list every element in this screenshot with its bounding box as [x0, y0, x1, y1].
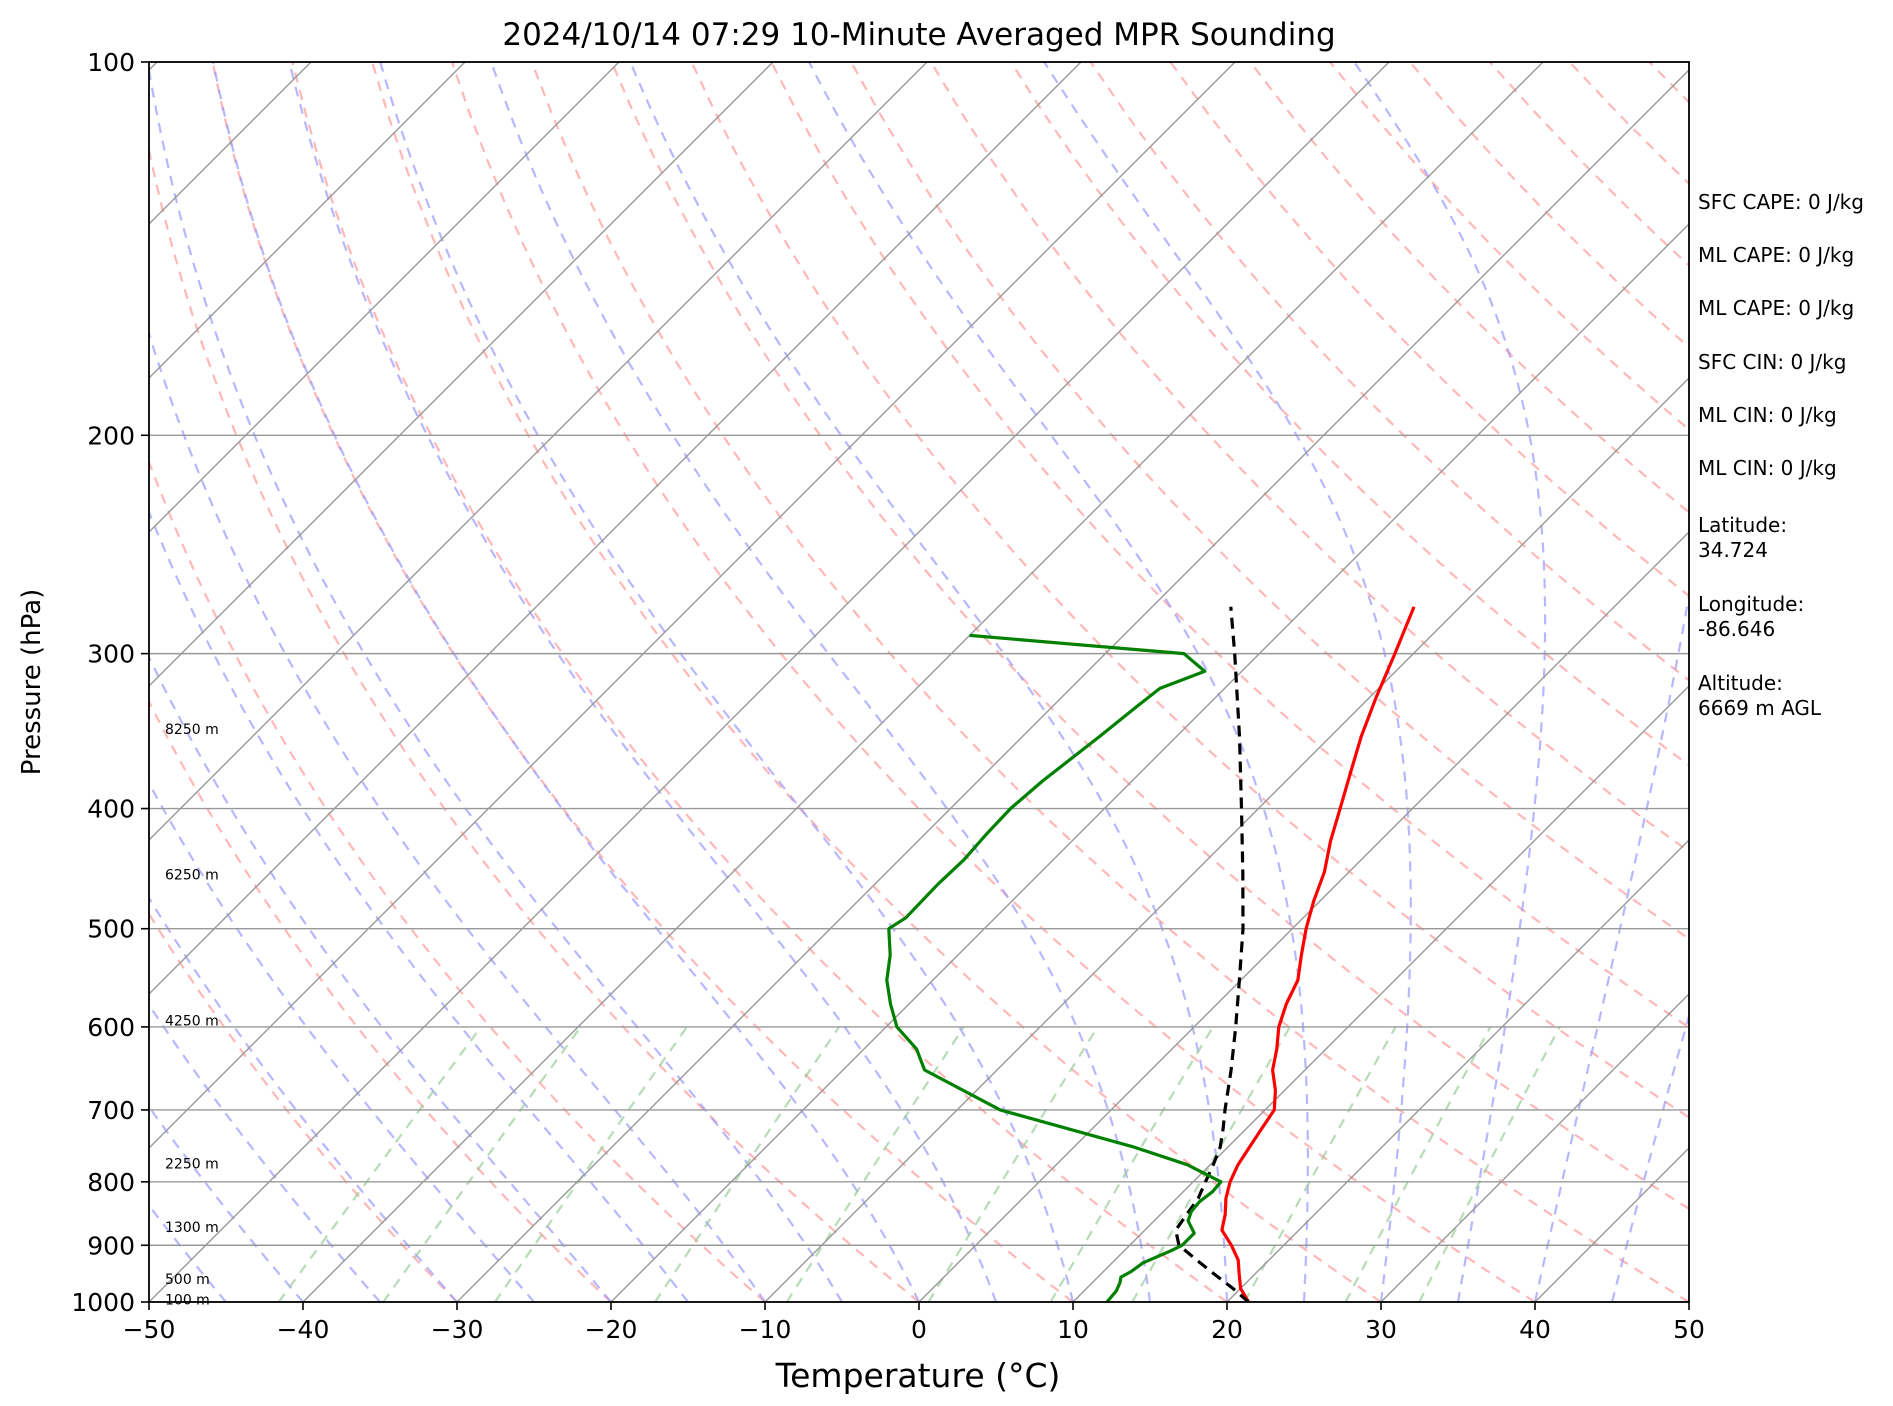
- x-tick-label: 30: [1365, 1315, 1397, 1344]
- height-label: 2250 m: [165, 1156, 219, 1172]
- dry-adiabat: [149, 911, 458, 1302]
- annotation-text: Longitude: -86.646: [1698, 592, 1805, 641]
- dry-adiabat: [610, 62, 1689, 1211]
- annotation-text: Latitude: 34.724: [1698, 513, 1788, 562]
- annotation-text: ML CIN: 0 J/kg: [1698, 403, 1837, 427]
- x-tick-label: 20: [1211, 1315, 1243, 1344]
- moist-adiabat: [149, 1105, 304, 1302]
- dry-adiabat: [530, 62, 1689, 1302]
- isotherm: [149, 62, 1082, 995]
- mixing-ratio-line: [927, 1026, 1099, 1302]
- dry-adiabat: [850, 62, 1689, 941]
- y-tick-label: 800: [87, 1168, 135, 1197]
- y-axis-label: Pressure (hPa): [17, 589, 47, 776]
- y-tick-label: 500: [87, 915, 135, 944]
- y-tick-label: 400: [87, 795, 135, 824]
- moist-adiabat: [149, 654, 612, 1302]
- moist-adiabat: [288, 62, 998, 1302]
- height-label: 4250 m: [165, 1014, 219, 1030]
- moist-adiabat: [1533, 589, 1689, 1302]
- series-line-2: [885, 633, 1223, 1302]
- moist-adiabat: [1353, 62, 1547, 1302]
- annotation-text: SFC CIN: 0 J/kg: [1698, 350, 1847, 374]
- background-lines: [149, 62, 1689, 1302]
- annotation-text: Altitude: 6669 m AGL: [1698, 671, 1822, 720]
- dry-adiabat: [371, 62, 1382, 1302]
- moist-adiabat: [379, 62, 1075, 1302]
- moist-adiabat: [212, 62, 920, 1302]
- dry-adiabat: [1089, 62, 1689, 682]
- y-tick-label: 700: [87, 1096, 135, 1125]
- x-tick-label: 10: [1057, 1315, 1089, 1344]
- mixing-ratio-line: [1131, 1026, 1291, 1302]
- y-tick-label: 900: [87, 1231, 135, 1260]
- annotation-text: ML CAPE: 0 J/kg: [1698, 243, 1855, 267]
- isotherm: [918, 531, 1689, 1302]
- moist-adiabat: [149, 63, 843, 1302]
- dry-adiabat: [450, 62, 1536, 1302]
- height-label: 6250 m: [165, 867, 219, 883]
- x-tick-label: 0: [911, 1315, 927, 1344]
- moist-adiabat: [1610, 1012, 1689, 1302]
- moist-adiabat: [149, 509, 689, 1302]
- dry-adiabat: [211, 62, 1074, 1302]
- height-label: 1300 m: [165, 1220, 219, 1236]
- annotation-text: SFC CAPE: 0 J/kg: [1698, 190, 1864, 214]
- height-label: 100 m: [165, 1292, 210, 1308]
- isotherm: [1072, 685, 1689, 1302]
- x-tick-label: 40: [1519, 1315, 1551, 1344]
- x-tick-label: −50: [123, 1315, 176, 1344]
- moist-adiabat: [149, 781, 535, 1302]
- dry-adiabat: [149, 458, 766, 1302]
- moist-adiabat: [629, 62, 1229, 1302]
- y-tick-label: 200: [87, 421, 135, 450]
- moist-adiabat: [149, 1203, 227, 1302]
- x-tick-label: −40: [277, 1315, 330, 1344]
- annotation-text: ML CIN: 0 J/kg: [1698, 456, 1837, 480]
- sounding-traces: [885, 606, 1416, 1302]
- axes: −50 −40 −30 −20 −10 0 10 20 30 40 50 100 200 300 400 50…: [71, 48, 1705, 1344]
- x-tick-label: −20: [585, 1315, 638, 1344]
- dry-adiabat: [770, 62, 1689, 1029]
- dry-adiabat: [690, 62, 1689, 1119]
- isotherm: [610, 223, 1689, 1302]
- x-tick-label: −30: [431, 1315, 484, 1344]
- mixing-ratio-line: [1049, 1026, 1214, 1302]
- y-tick-label: 300: [87, 640, 135, 669]
- isotherm: [1226, 839, 1689, 1302]
- isotherm: [149, 62, 466, 379]
- series-line-1: [1174, 606, 1250, 1302]
- y-tick-label: 1000: [71, 1288, 135, 1317]
- height-label: 500 m: [165, 1272, 210, 1288]
- chart-title: 2024/10/14 07:29 10-Minute Averaged MPR …: [502, 17, 1335, 53]
- isotherm: [456, 69, 1689, 1302]
- moist-adiabat: [149, 1003, 381, 1302]
- isotherm: [149, 62, 1236, 1149]
- dry-adiabat: [149, 144, 920, 1302]
- isotherm: [1380, 993, 1689, 1302]
- moist-adiabat: [149, 329, 766, 1302]
- mixing-ratio-line: [785, 1026, 965, 1302]
- isotherm: [149, 62, 774, 687]
- x-tick-label: 50: [1673, 1315, 1705, 1344]
- moist-adiabat: [808, 62, 1310, 1302]
- isotherm: [302, 62, 1544, 1302]
- y-tick-label: 100: [87, 48, 135, 77]
- x-axis-label: Temperature (°C): [775, 1356, 1061, 1395]
- y-tick-label: 600: [87, 1013, 135, 1042]
- moist-adiabat: [149, 895, 458, 1302]
- x-tick-label: −10: [739, 1315, 792, 1344]
- isotherm: [149, 62, 620, 533]
- dry-adiabat: [149, 699, 612, 1302]
- isotherm: [149, 62, 928, 841]
- isotherm: [149, 62, 1390, 1302]
- dry-adiabat: [291, 62, 1228, 1302]
- height-label: 8250 m: [165, 722, 219, 738]
- series-line-0: [1220, 606, 1416, 1302]
- annotation-text: ML CAPE: 0 J/kg: [1698, 296, 1855, 320]
